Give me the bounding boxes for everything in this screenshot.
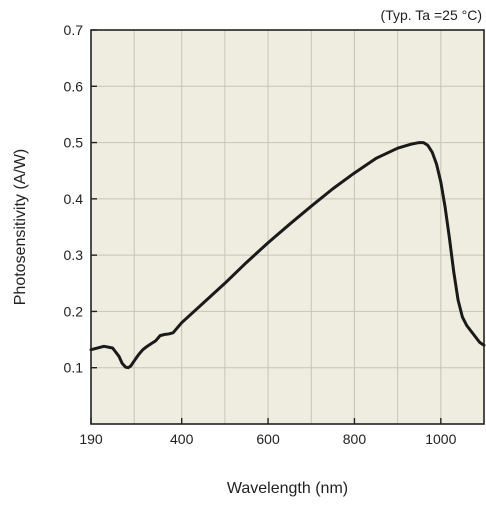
x-tick-label: 1000 [425, 431, 456, 447]
grid-lines [91, 30, 484, 424]
y-tick-label: 0.2 [64, 303, 84, 319]
x-tick-label: 400 [170, 431, 194, 447]
axis-ticks: 0.1 0.2 0.3 0.4 0.5 0.6 0.7 190 400 600 800 1000 [64, 22, 457, 447]
y-axis-label: Photosensitivity (A/W) [12, 149, 29, 305]
y-tick-label: 0.7 [64, 22, 84, 38]
x-axis-label: Wavelength (nm) [227, 480, 348, 497]
y-tick-label: 0.6 [64, 78, 84, 94]
plot-frame [90, 29, 485, 425]
photosensitivity-curve [89, 141, 486, 370]
y-tick-label: 0.3 [64, 247, 84, 263]
x-tick-label: 800 [343, 431, 367, 447]
x-tick-label: 190 [79, 431, 103, 447]
y-tick-label: 0.5 [64, 135, 84, 151]
condition-annotation: (Typ. Ta =25 °C) [381, 7, 482, 23]
y-tick-label: 0.4 [64, 191, 84, 207]
y-tick-label: 0.1 [64, 360, 84, 376]
x-tick-label: 600 [256, 431, 280, 447]
